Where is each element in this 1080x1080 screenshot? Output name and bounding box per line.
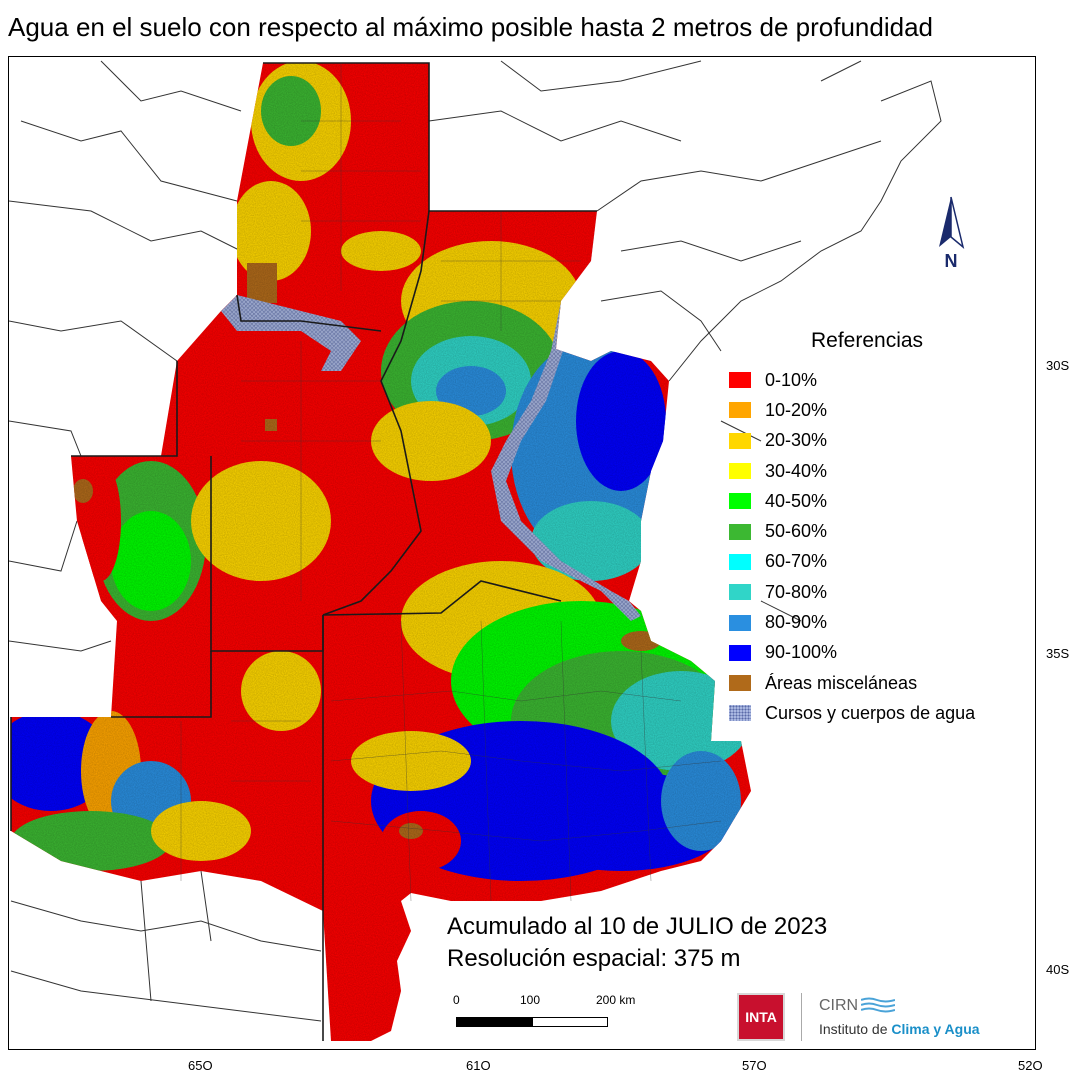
legend-swatch xyxy=(729,584,751,601)
legend-swatch xyxy=(729,372,751,389)
legend-label: 30-40% xyxy=(765,460,828,481)
legend-label: 60-70% xyxy=(765,551,828,572)
legend-label: Áreas misceláneas xyxy=(765,672,918,693)
legend-title: Referencias xyxy=(811,329,924,352)
legend-label: 80-90% xyxy=(765,612,828,633)
scale-label-200: 200 km xyxy=(596,993,636,1007)
scale-segment-white xyxy=(532,1017,608,1027)
waves-icon xyxy=(861,997,895,1013)
resolution-line: Resolución espacial: 375 m xyxy=(447,945,741,972)
map-canvas xyxy=(9,57,1035,1049)
north-arrow-icon: N xyxy=(939,196,965,271)
legend-swatch xyxy=(729,553,751,570)
map-title: Agua en el suelo con respecto al máximo … xyxy=(8,12,934,42)
county-boundaries xyxy=(180,63,722,902)
legend-label: 90-100% xyxy=(765,642,838,663)
legend-item: 70-80% xyxy=(729,577,1029,607)
legend-item: 90-100% xyxy=(729,638,1029,668)
legend-label: 40-50% xyxy=(765,490,828,511)
legend-item: 80-90% xyxy=(729,607,1029,637)
institute-highlight: Clima y Agua xyxy=(891,1021,980,1037)
legend-items: 0-10% 10-20% 20-30% 30-40% 40-50% 50-60% 60-70… xyxy=(729,365,1029,729)
cirn-logo-text: CIRN xyxy=(819,997,859,1014)
lat-tick-35: 35S xyxy=(1046,646,1070,661)
legend-label: 50-60% xyxy=(765,521,828,542)
province-boundaries xyxy=(10,62,597,1041)
institute-prefix: Instituto de xyxy=(819,1021,892,1037)
legend-swatch xyxy=(729,493,751,510)
legend-label: 70-80% xyxy=(765,581,828,602)
scale-label-0: 0 xyxy=(453,993,460,1007)
neighbor-boundaries xyxy=(9,60,942,1022)
legend-label: 20-30% xyxy=(765,430,828,451)
scale-label-100: 100 xyxy=(520,993,541,1007)
scale-bar: 0 100 200 km xyxy=(453,993,656,1033)
lon-tick-65: 65O xyxy=(188,1058,213,1073)
logo-separator xyxy=(801,993,802,1041)
legend: Referencias 0-10% 10-20% 20-30% 30-40% 40-50… xyxy=(729,329,1029,729)
legend-swatch xyxy=(729,705,751,722)
legend-label: 10-20% xyxy=(765,399,828,420)
lon-tick-61: 61O xyxy=(466,1058,491,1073)
legend-swatch xyxy=(729,463,751,480)
legend-item: Cursos y cuerpos de agua xyxy=(729,698,1029,728)
legend-item: 20-30% xyxy=(729,426,1029,456)
info-text: Acumulado al 10 de JULIO de 2023 Resoluc… xyxy=(447,911,827,975)
legend-swatch xyxy=(729,644,751,661)
legend-item: 0-10% xyxy=(729,365,1029,395)
lon-tick-52: 52O xyxy=(1018,1058,1043,1073)
legend-swatch xyxy=(729,402,751,419)
scale-segment-black xyxy=(456,1017,532,1027)
legend-item: 10-20% xyxy=(729,395,1029,425)
logos: INTA CIRN Instituto de Clima y Agua xyxy=(737,991,1027,1047)
legend-label: Cursos y cuerpos de agua xyxy=(765,702,976,723)
legend-swatch xyxy=(729,675,751,692)
legend-swatch xyxy=(729,523,751,540)
map-frame: Referencias 0-10% 10-20% 20-30% 30-40% 40-50… xyxy=(8,56,1036,1050)
legend-item: 30-40% xyxy=(729,456,1029,486)
legend-swatch xyxy=(729,614,751,631)
date-line: Acumulado al 10 de JULIO de 2023 xyxy=(447,913,828,940)
legend-swatch xyxy=(729,432,751,449)
lat-tick-30: 30S xyxy=(1046,358,1070,373)
legend-item: 60-70% xyxy=(729,547,1029,577)
legend-item: 50-60% xyxy=(729,516,1029,546)
legend-item: Áreas misceláneas xyxy=(729,668,1029,698)
inta-logo: INTA xyxy=(737,993,785,1041)
lat-tick-40: 40S xyxy=(1046,962,1070,977)
north-label: N xyxy=(945,251,958,271)
legend-item: 40-50% xyxy=(729,486,1029,516)
lon-tick-57: 57O xyxy=(742,1058,767,1073)
legend-label: 0-10% xyxy=(765,369,818,390)
institute-name: Instituto de Clima y Agua xyxy=(819,1021,980,1037)
